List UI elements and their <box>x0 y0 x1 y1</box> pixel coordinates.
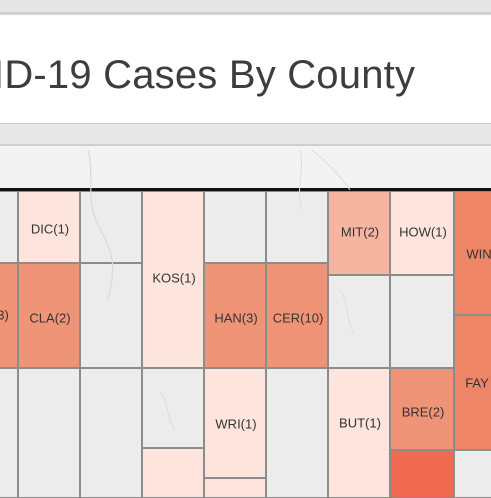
map-top-border <box>0 188 491 191</box>
county-cell-empty[interactable] <box>204 191 266 263</box>
county-cell-empty[interactable] <box>80 263 142 368</box>
county-cell-darkest[interactable] <box>390 450 454 498</box>
county-cell-empty[interactable] <box>80 368 142 498</box>
county-label-mit: MIT(2) <box>340 224 380 240</box>
county-label-kos: KOS(1) <box>152 270 196 286</box>
county-cell-how[interactable]: HOW(1) <box>390 191 454 275</box>
county-cell-empty[interactable] <box>266 191 328 263</box>
county-label-cla: CLA(2) <box>29 310 71 326</box>
county-cell-empty[interactable] <box>80 191 142 263</box>
county-cell-empty[interactable] <box>0 368 18 498</box>
top-toolbar-strip <box>0 0 491 14</box>
county-cell-win[interactable]: WIN <box>454 191 491 315</box>
county-cell-empty[interactable] <box>454 450 491 498</box>
county-cell-han[interactable]: HAN(3) <box>204 263 266 368</box>
county-cell-mit[interactable]: MIT(2) <box>328 191 390 275</box>
county-label-han: HAN(3) <box>214 310 258 326</box>
county-cell-dic[interactable]: DIC(1) <box>18 191 80 263</box>
county-cell-light[interactable] <box>204 478 266 498</box>
county-cell-cer[interactable]: CER(10) <box>266 263 328 368</box>
county-cell-kos[interactable]: KOS(1) <box>142 191 204 368</box>
county-label-wri: WRI(1) <box>215 416 257 432</box>
county-label-partial: 3) <box>0 307 9 323</box>
county-cell-wri[interactable]: WRI(1) <box>204 368 266 478</box>
county-cell-empty[interactable] <box>18 368 80 498</box>
county-cell-light[interactable] <box>142 448 204 498</box>
county-cell-bre[interactable]: BRE(2) <box>390 368 454 450</box>
county-label-bre: BRE(2) <box>401 404 445 420</box>
county-cell-empty[interactable] <box>266 368 328 498</box>
county-label-cer: CER(10) <box>272 310 324 326</box>
county-cell-empty[interactable] <box>390 275 454 368</box>
county-label-win: WIN <box>466 246 491 262</box>
county-cell-empty[interactable] <box>142 368 204 448</box>
county-cell-but[interactable]: BUT(1) <box>328 368 390 498</box>
county-label-how: HOW(1) <box>399 224 447 240</box>
title-panel: ID-19 Cases By County <box>0 14 491 125</box>
county-cell-empty[interactable] <box>0 191 18 263</box>
county-label-fay: FAY <box>465 375 489 391</box>
county-cell-cla[interactable]: CLA(2) <box>18 263 80 368</box>
county-cell-empty[interactable] <box>328 275 390 368</box>
county-label-but: BUT(1) <box>339 415 381 431</box>
county-cell-partial[interactable]: 3) <box>0 263 18 368</box>
panel-divider <box>0 124 491 146</box>
county-cell-fay[interactable]: FAY <box>454 315 491 450</box>
page-title: ID-19 Cases By County <box>0 53 416 97</box>
county-label-dic: DIC(1) <box>30 221 70 237</box>
